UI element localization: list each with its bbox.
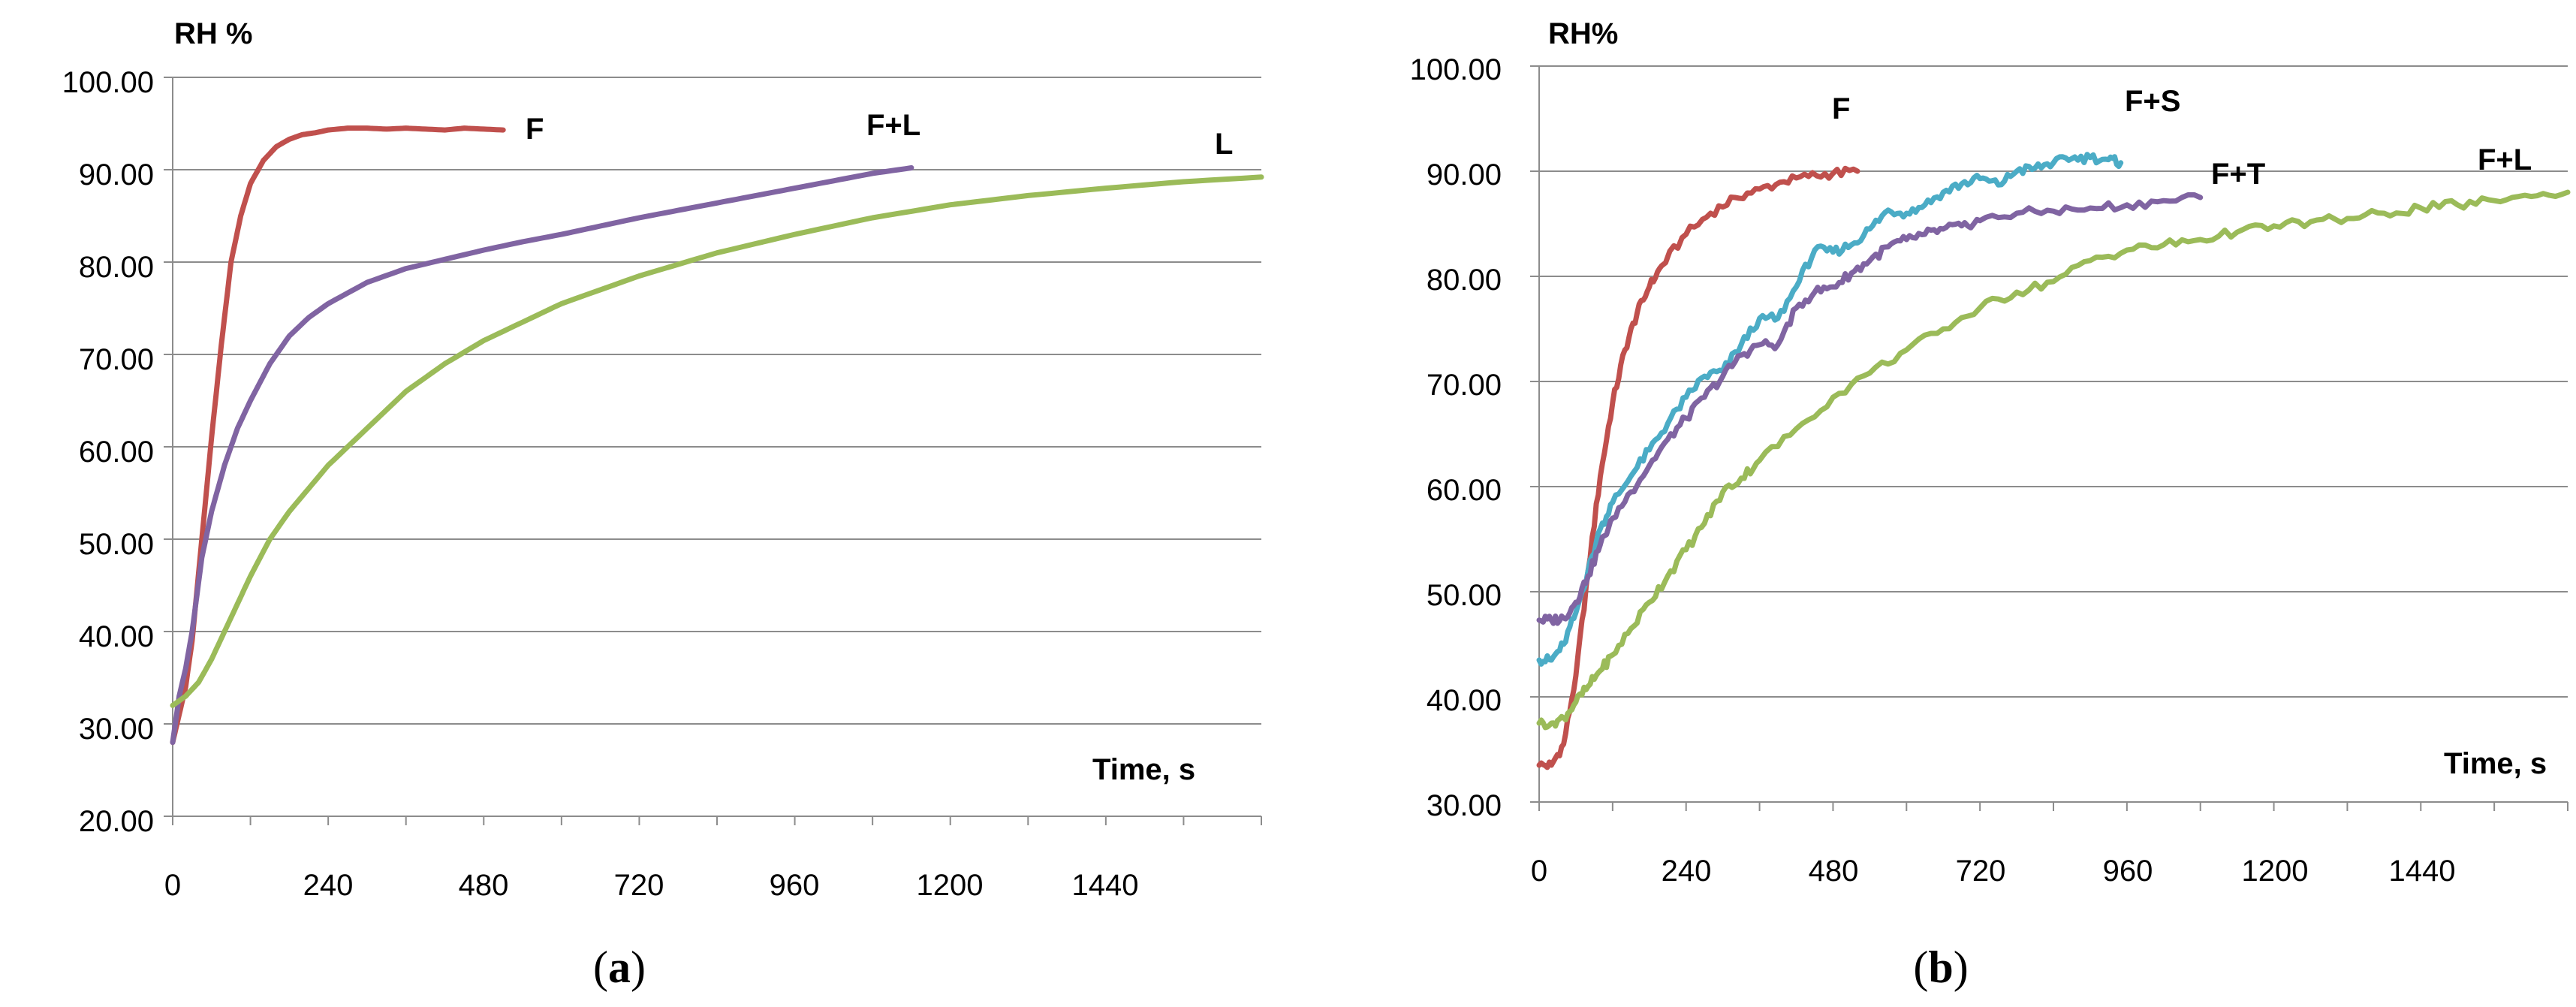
chart-panel-b: 100.00 90.00 80.00 70.00 60.00 50.00 40.… bbox=[1410, 17, 2571, 992]
x-axis-label-a: Time, s bbox=[1092, 753, 1195, 786]
panel-caption-b: (b) bbox=[1913, 942, 1968, 992]
y-tick-label: 30.00 bbox=[79, 713, 154, 746]
series-label-l: L bbox=[1215, 128, 1233, 161]
series-group-b bbox=[1536, 152, 2571, 770]
series-label-f-plus-l: F+L bbox=[2478, 143, 2532, 176]
panel-caption-close-paren: ) bbox=[631, 942, 646, 992]
series-line-f-plus-t bbox=[1536, 192, 2204, 626]
panel-caption-open-paren: ( bbox=[1913, 942, 1928, 992]
tick-marks-a bbox=[164, 77, 1262, 825]
panel-caption-open-paren: ( bbox=[593, 942, 608, 992]
x-tick-label: 1440 bbox=[1072, 869, 1139, 902]
x-tick-label: 0 bbox=[1531, 855, 1547, 888]
y-tick-label: 30.00 bbox=[1427, 789, 1502, 822]
y-tick-label: 20.00 bbox=[79, 805, 154, 838]
gridlines-b bbox=[1539, 65, 2568, 803]
y-tick-label: 60.00 bbox=[1427, 474, 1502, 507]
y-tick-label: 90.00 bbox=[79, 158, 154, 191]
x-tick-label: 0 bbox=[164, 869, 181, 902]
series-line-f bbox=[1536, 165, 1860, 770]
x-tick-label: 480 bbox=[1809, 855, 1859, 888]
svg-text:(a): (a) bbox=[593, 942, 646, 992]
y-tick-label: 70.00 bbox=[79, 343, 154, 376]
panel-caption-letter: b bbox=[1928, 942, 1953, 992]
series-label-f: F bbox=[1832, 92, 1850, 125]
x-tick-label: 960 bbox=[2103, 855, 2153, 888]
y-tick-label: 100.00 bbox=[1410, 53, 1502, 86]
panel-caption-letter: a bbox=[608, 942, 631, 992]
x-tick-label: 240 bbox=[1662, 855, 1712, 888]
series-line-f-plus-s bbox=[1536, 152, 2124, 667]
y-tick-label: 100.00 bbox=[62, 66, 154, 99]
y-axis-label-a: RH % bbox=[174, 17, 252, 50]
x-tick-label: 720 bbox=[1956, 855, 2006, 888]
series-label-f-plus-l: F+L bbox=[866, 109, 920, 142]
y-tick-label: 50.00 bbox=[79, 528, 154, 561]
y-tick-label: 90.00 bbox=[1427, 158, 1502, 191]
y-tick-label: 80.00 bbox=[1427, 264, 1502, 297]
y-tick-label: 50.00 bbox=[1427, 579, 1502, 612]
panel-caption-a: (a) bbox=[593, 942, 646, 992]
x-tick-label: 960 bbox=[770, 869, 820, 902]
series-label-f-plus-s: F+S bbox=[2125, 85, 2180, 118]
x-tick-label: 240 bbox=[303, 869, 354, 902]
series-line-l bbox=[170, 174, 1264, 708]
y-tick-label: 40.00 bbox=[1427, 684, 1502, 717]
x-tick-label: 720 bbox=[614, 869, 664, 902]
x-tick-label: 1440 bbox=[2389, 855, 2456, 888]
chart-panel-a: 100.00 90.00 80.00 70.00 60.00 50.00 40.… bbox=[62, 17, 1264, 992]
y-tick-label: 40.00 bbox=[79, 620, 154, 653]
tick-marks-b bbox=[1530, 65, 2568, 811]
y-tick-label: 60.00 bbox=[79, 436, 154, 469]
series-line-f-plus-l bbox=[1536, 189, 2571, 731]
gridlines-a bbox=[173, 77, 1261, 817]
x-tick-label: 1200 bbox=[917, 869, 984, 902]
x-axis-label-b: Time, s bbox=[2444, 747, 2547, 780]
x-tick-label: 1200 bbox=[2242, 855, 2309, 888]
series-line-f bbox=[170, 125, 506, 746]
y-axis-label-b: RH% bbox=[1548, 17, 1618, 50]
svg-text:(b): (b) bbox=[1913, 942, 1968, 992]
series-label-f: F bbox=[526, 113, 544, 146]
series-label-f-plus-t: F+T bbox=[2211, 158, 2265, 191]
series-group-a bbox=[170, 125, 1264, 746]
y-tick-label: 80.00 bbox=[79, 251, 154, 284]
panel-caption-close-paren: ) bbox=[1954, 942, 1969, 992]
x-tick-label: 480 bbox=[459, 869, 509, 902]
y-tick-label: 70.00 bbox=[1427, 369, 1502, 402]
series-line-f-plus-l bbox=[170, 165, 914, 746]
